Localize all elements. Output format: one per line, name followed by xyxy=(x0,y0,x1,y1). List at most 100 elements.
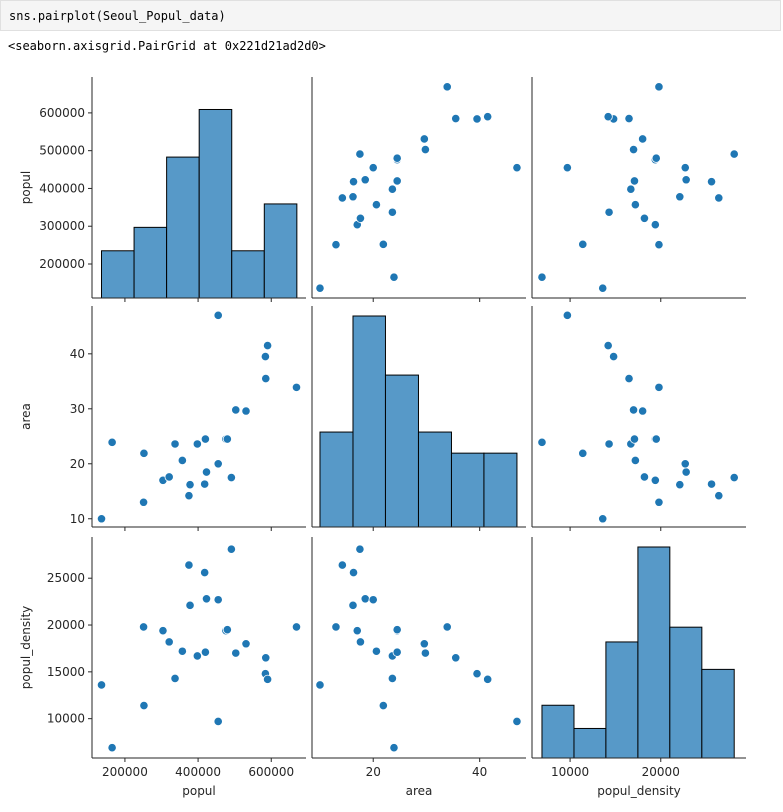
y-tick-label: 15000 xyxy=(47,665,85,679)
output-text: <seaborn.axisgrid.PairGrid at 0x221d21ad… xyxy=(8,39,326,53)
scatter-point xyxy=(200,479,210,489)
hist-bar-popul_density xyxy=(701,668,735,759)
scatter-point xyxy=(213,716,223,727)
scatter-point xyxy=(107,743,117,753)
scatter-point xyxy=(226,544,236,554)
scatter-point xyxy=(654,382,664,392)
scatter-point xyxy=(213,459,223,469)
scatter-point xyxy=(360,594,370,604)
scatter-point xyxy=(164,472,174,482)
y-tick-label: 500000 xyxy=(39,144,85,158)
scatter-point xyxy=(537,437,547,447)
scatter-point xyxy=(337,560,347,570)
scatter-point xyxy=(387,673,397,684)
scatter-point xyxy=(442,622,452,632)
scatter-point xyxy=(675,192,685,202)
scatter-point xyxy=(654,240,664,250)
scatter-point xyxy=(562,163,572,173)
scatter-point xyxy=(107,437,117,447)
scatter-point xyxy=(201,594,212,604)
y-tick-label: 300000 xyxy=(39,219,85,233)
hist-bar-area xyxy=(483,452,518,528)
scatter-point xyxy=(654,82,664,92)
scatter-point xyxy=(630,200,640,210)
code-cell[interactable]: sns.pairplot(Seoul_Popul_data) xyxy=(0,0,781,31)
y-tick-label: 30 xyxy=(70,402,85,416)
scatter-point xyxy=(138,622,149,632)
scatter-point xyxy=(262,674,273,684)
scatter-point xyxy=(139,448,149,458)
y-tick-label: 10000 xyxy=(47,712,85,726)
x-axis-label-popul_density: popul_density xyxy=(597,784,681,798)
scatter-point xyxy=(355,544,365,554)
y-axis-label-popul: popul xyxy=(19,171,33,205)
scatter-point xyxy=(626,184,636,194)
scatter-point xyxy=(451,653,461,663)
scatter-point xyxy=(472,669,482,679)
scatter-point xyxy=(378,239,388,249)
scatter-point xyxy=(714,491,724,501)
scatter-point xyxy=(639,213,650,223)
scatter-point xyxy=(654,497,664,507)
scatter-point xyxy=(639,472,650,482)
scatter-point xyxy=(629,434,640,444)
hist-bar-popul xyxy=(263,203,298,299)
y-tick-label: 25000 xyxy=(47,571,85,585)
scatter-point xyxy=(628,144,639,155)
hist-bar-popul_density xyxy=(541,704,575,759)
x-tick-label: 20000 xyxy=(642,765,680,779)
y-tick-label: 10 xyxy=(70,512,85,526)
hist-bar-popul xyxy=(133,226,168,299)
scatter-point xyxy=(262,340,273,351)
hist-bar-popul_density xyxy=(669,626,703,759)
scatter-point xyxy=(389,743,399,753)
y-tick-label: 20000 xyxy=(47,618,85,632)
scatter-point xyxy=(420,648,430,658)
scatter-point xyxy=(420,144,430,155)
y-tick-label: 600000 xyxy=(39,106,85,120)
scatter-point xyxy=(598,283,608,293)
scatter-point xyxy=(185,600,195,610)
scatter-point xyxy=(164,637,174,647)
hist-bar-popul_density xyxy=(637,546,671,759)
scatter-point xyxy=(184,491,194,501)
scatter-point xyxy=(158,626,168,636)
scatter-point xyxy=(604,439,614,449)
scatter-point xyxy=(348,192,358,202)
scatter-point xyxy=(650,220,660,230)
scatter-point xyxy=(231,405,241,415)
hist-bar-popul_density xyxy=(573,727,607,759)
scatter-point xyxy=(348,600,358,610)
scatter-point xyxy=(170,673,180,684)
scatter-point xyxy=(512,163,522,173)
hist-bar-area xyxy=(319,431,354,528)
scatter-point xyxy=(315,283,325,293)
scatter-point xyxy=(630,455,640,466)
scatter-point xyxy=(192,651,202,661)
scatter-point xyxy=(387,207,397,217)
scatter-point xyxy=(260,351,270,362)
hist-bar-area xyxy=(352,315,386,528)
scatter-point xyxy=(680,163,690,173)
scatter-point xyxy=(139,700,149,711)
x-axis-label-area: area xyxy=(406,784,433,798)
scatter-point xyxy=(603,112,613,122)
scatter-point xyxy=(192,439,202,449)
scatter-point xyxy=(355,213,366,223)
x-tick-label: 200000 xyxy=(102,765,148,779)
scatter-point xyxy=(185,480,195,490)
scatter-point xyxy=(201,467,212,477)
scatter-point xyxy=(96,514,107,524)
scatter-point xyxy=(483,674,493,684)
scatter-point xyxy=(650,475,660,485)
y-tick-label: 200000 xyxy=(39,257,85,271)
scatter-point xyxy=(392,625,402,635)
scatter-point xyxy=(624,113,634,124)
scatter-point xyxy=(629,176,640,186)
scatter-point xyxy=(706,479,717,489)
hist-bar-popul_density xyxy=(605,641,639,759)
scatter-point xyxy=(371,646,382,656)
scatter-point xyxy=(291,622,302,632)
hist-bar-area xyxy=(417,431,452,528)
